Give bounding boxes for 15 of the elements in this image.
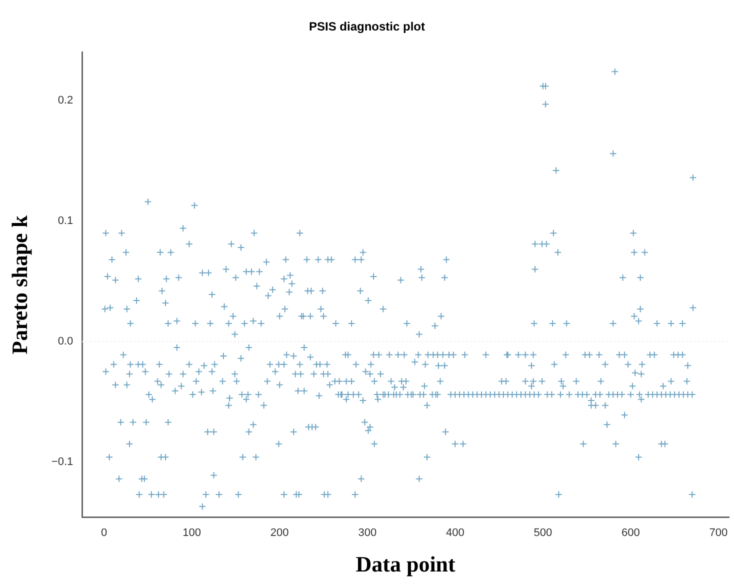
y-axis-title: Pareto shape k	[6, 214, 32, 354]
x-axis-title: Data point	[356, 551, 456, 576]
x-tick-label: 300	[358, 527, 377, 540]
y-tick-label: 0.1	[58, 215, 74, 228]
x-tick-label: 100	[182, 527, 202, 540]
x-tick-label: 400	[446, 527, 464, 540]
x-tick-label: 600	[622, 527, 640, 540]
x-tick-label: 500	[534, 527, 552, 540]
y-tick-label: 0.2	[58, 94, 74, 107]
x-tick-label: 700	[709, 527, 728, 540]
x-tick-label: 0	[100, 527, 108, 540]
y-tick-label: −0.1	[51, 456, 74, 468]
y-tick-label: 0.0	[58, 336, 74, 348]
chart-title: PSIS diagnostic plot	[308, 20, 426, 34]
x-tick-label: 200	[270, 527, 289, 540]
